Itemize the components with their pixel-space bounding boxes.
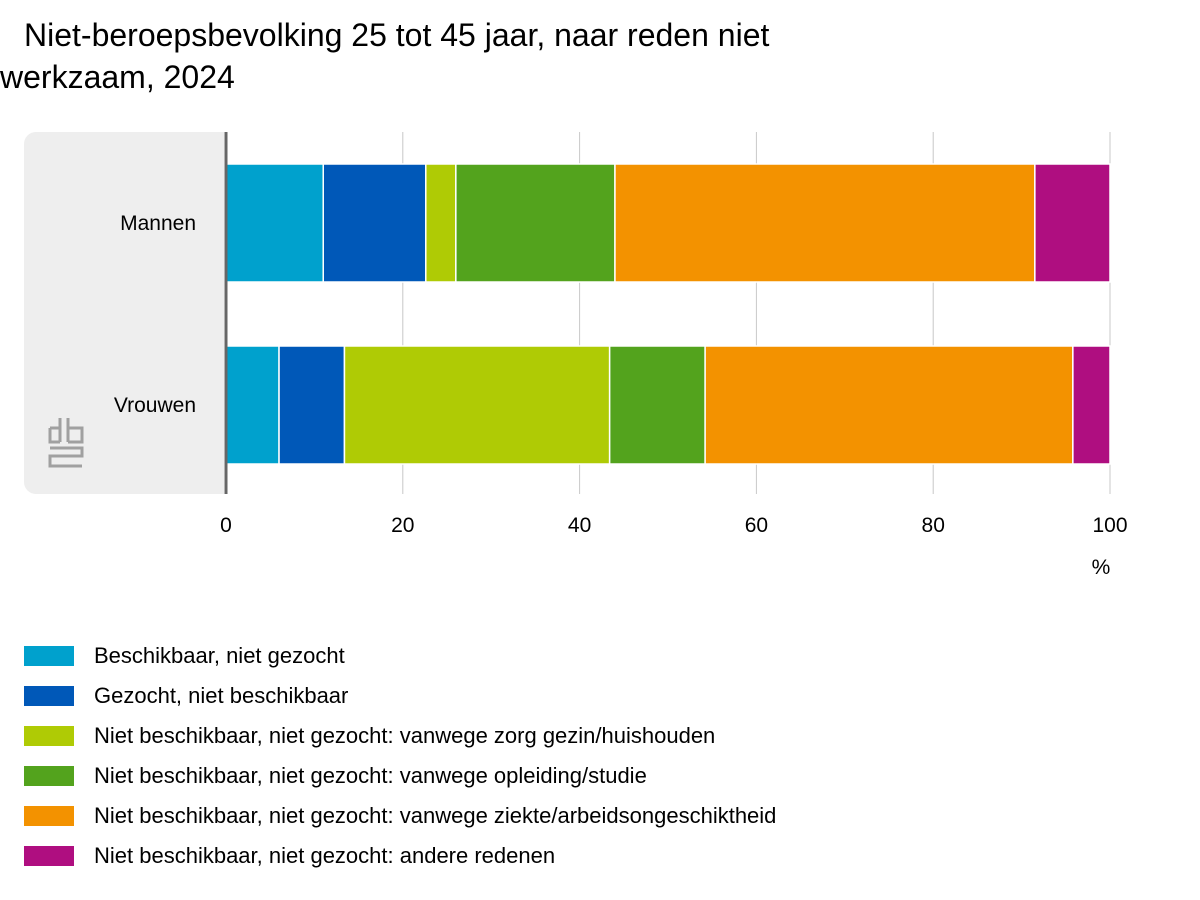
x-tick-label-60: 60 bbox=[745, 514, 768, 537]
legend-label: Niet beschikbaar, niet gezocht: vanwege … bbox=[94, 723, 716, 748]
bar-mannen-series-1 bbox=[225, 163, 324, 283]
bar-mannen-series-4 bbox=[455, 163, 616, 283]
bar-vrouwen-series-3 bbox=[343, 345, 611, 465]
chart-legend: Beschikbaar, niet gezocht Gezocht, niet b… bbox=[24, 636, 776, 876]
chart-title: Niet-beroepsbevolking 25 tot 45 jaar, na… bbox=[0, 14, 860, 98]
legend-item: Niet beschikbaar, niet gezocht: andere r… bbox=[24, 836, 776, 876]
bar-vrouwen-series-6 bbox=[1072, 345, 1111, 465]
bar-mannen-series-6 bbox=[1034, 163, 1111, 283]
x-tick-label-40: 40 bbox=[568, 514, 591, 537]
bar-vrouwen-series-1 bbox=[225, 345, 280, 465]
legend-swatch bbox=[24, 806, 74, 826]
legend-swatch bbox=[24, 766, 74, 786]
legend-label: Niet beschikbaar, niet gezocht: vanwege … bbox=[94, 763, 647, 788]
legend-label: Niet beschikbaar, niet gezocht: vanwege … bbox=[94, 803, 777, 828]
legend-item: Niet beschikbaar, niet gezocht: vanwege … bbox=[24, 716, 776, 756]
x-tick-label-0: 0 bbox=[220, 514, 232, 537]
legend-swatch bbox=[24, 726, 74, 746]
x-tick-label-20: 20 bbox=[391, 514, 414, 537]
legend-item: Niet beschikbaar, niet gezocht: vanwege … bbox=[24, 756, 776, 796]
category-label-mannen: Mannen bbox=[120, 212, 196, 235]
stacked-bar-chart: Mannen Vrouwen 0 20 40 60 80 100% bbox=[24, 132, 1128, 579]
x-tick-label-80: 80 bbox=[922, 514, 945, 537]
legend-label: Gezocht, niet beschikbaar bbox=[94, 683, 349, 708]
legend-item: Gezocht, niet beschikbaar bbox=[24, 676, 776, 716]
x-tick-label-100: 100 bbox=[1092, 514, 1127, 537]
chart-title-line-1: Niet-beroepsbevolking 25 tot 45 jaar, na… bbox=[24, 17, 770, 53]
bar-mannen-series-2 bbox=[322, 163, 427, 283]
legend-swatch bbox=[24, 686, 74, 706]
bar-mannen-series-3 bbox=[425, 163, 457, 283]
cbs-logo bbox=[48, 418, 84, 468]
bar-mannen-series-5 bbox=[614, 163, 1036, 283]
chart-title-line-2: werkzaam, 2024 bbox=[0, 59, 235, 95]
bar-vrouwen-series-4 bbox=[608, 345, 706, 465]
legend-label: Niet beschikbaar, niet gezocht: andere r… bbox=[94, 843, 556, 868]
legend-item: Beschikbaar, niet gezocht bbox=[24, 636, 776, 676]
bar-vrouwen-series-2 bbox=[278, 345, 346, 465]
legend-swatch bbox=[24, 646, 74, 666]
legend-item: Niet beschikbaar, niet gezocht: vanwege … bbox=[24, 796, 776, 836]
category-panel bbox=[24, 132, 254, 494]
bar-vrouwen-series-5 bbox=[704, 345, 1074, 465]
legend-swatch bbox=[24, 846, 74, 866]
x-unit-label: % bbox=[1092, 556, 1111, 579]
category-label-vrouwen: Vrouwen bbox=[114, 394, 196, 417]
legend-label: Beschikbaar, niet gezocht bbox=[94, 643, 345, 668]
